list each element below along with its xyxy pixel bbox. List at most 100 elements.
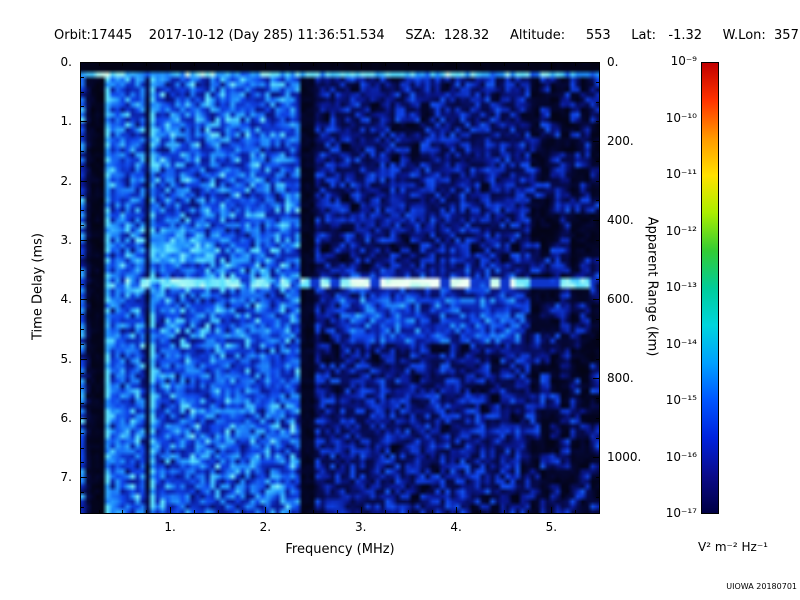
- x-tick-mark: [360, 507, 362, 514]
- x-minor-tick-mark: [408, 510, 410, 514]
- y-axis-label-left: Time Delay (ms): [30, 233, 46, 340]
- range-tick-label: 1000.: [607, 450, 642, 465]
- y-tick-mark: [80, 180, 87, 182]
- y-tick-mark: [80, 299, 87, 301]
- x-tick-label: 4.: [450, 520, 462, 534]
- range-minor-tick-mark: [596, 477, 600, 479]
- x-minor-tick-mark: [503, 62, 505, 66]
- colorbar-tick-label: 10⁻¹¹: [665, 167, 697, 181]
- range-minor-tick-mark: [596, 417, 600, 419]
- y-tick-mark: [80, 477, 87, 479]
- x-minor-tick-mark: [408, 62, 410, 66]
- range-tick-mark: [593, 141, 600, 143]
- range-tick-label: 400.: [607, 213, 634, 228]
- range-minor-tick-mark: [596, 358, 600, 360]
- x-minor-tick-mark: [217, 510, 219, 514]
- x-tick-mark: [456, 507, 458, 514]
- y-minor-tick-mark: [80, 447, 84, 449]
- colorbar-tick-label: 10⁻⁹: [670, 54, 697, 68]
- x-minor-tick-mark: [313, 510, 315, 514]
- y-minor-tick-mark: [80, 106, 84, 108]
- range-minor-tick-mark: [596, 496, 600, 498]
- y-tick-label: 1.: [60, 114, 72, 129]
- y-minor-tick-mark: [80, 403, 84, 405]
- range-minor-tick-mark: [596, 279, 600, 281]
- range-tick-label: 600.: [607, 292, 634, 307]
- y-tick-label: 7.: [60, 470, 72, 485]
- y-minor-tick-mark: [80, 269, 84, 271]
- range-minor-tick-mark: [596, 398, 600, 400]
- y-tick-label: 0.: [60, 55, 72, 69]
- x-minor-tick-mark: [527, 510, 529, 514]
- range-tick-mark: [593, 378, 600, 380]
- y-minor-tick-mark: [80, 254, 84, 256]
- x-minor-tick-mark: [289, 510, 291, 514]
- y-minor-tick-mark: [80, 195, 84, 197]
- range-minor-tick-mark: [596, 101, 600, 103]
- range-tick-label: 800.: [607, 371, 634, 386]
- range-minor-tick-mark: [596, 259, 600, 261]
- range-minor-tick-mark: [596, 338, 600, 340]
- range-minor-tick-mark: [596, 121, 600, 123]
- x-tick-mark: [170, 507, 172, 514]
- y-tick-label: 6.: [60, 410, 72, 425]
- y-minor-tick-mark: [80, 492, 84, 494]
- y-minor-tick-mark: [80, 328, 84, 330]
- x-minor-tick-mark: [146, 62, 148, 66]
- x-tick-mark: [360, 62, 362, 69]
- colorbar-units-label: V² m⁻² Hz⁻¹: [698, 540, 768, 554]
- y-tick-mark: [80, 239, 87, 241]
- x-tick-label: 5.: [545, 520, 558, 534]
- y-tick-label: 3.: [60, 232, 72, 247]
- y-tick-label: 4.: [60, 292, 72, 307]
- x-minor-tick-mark: [479, 62, 481, 66]
- range-minor-tick-mark: [596, 180, 600, 182]
- colorbar-tick-label: 10⁻¹⁷: [665, 506, 697, 520]
- range-tick-label: 200.: [607, 134, 634, 149]
- y-minor-tick-mark: [80, 136, 84, 138]
- x-minor-tick-mark: [122, 510, 124, 514]
- range-minor-tick-mark: [596, 437, 600, 439]
- range-minor-tick-mark: [596, 200, 600, 202]
- range-minor-tick-mark: [596, 319, 600, 321]
- y-minor-tick-mark: [80, 343, 84, 345]
- x-tick-label: 1.: [164, 520, 176, 534]
- colorbar: [701, 62, 719, 514]
- x-tick-mark: [170, 62, 172, 69]
- colorbar-tick-label: 10⁻¹²: [665, 223, 697, 238]
- x-tick-label: 3.: [354, 520, 367, 534]
- x-tick-mark: [265, 62, 267, 69]
- colorbar-tick-label: 10⁻¹⁶: [665, 449, 697, 464]
- range-tick-mark: [593, 457, 600, 459]
- y-minor-tick-mark: [80, 165, 84, 167]
- y-minor-tick-mark: [80, 210, 84, 212]
- x-minor-tick-mark: [336, 510, 338, 514]
- range-minor-tick-mark: [596, 81, 600, 83]
- x-minor-tick-mark: [98, 510, 100, 514]
- x-tick-mark: [456, 62, 458, 69]
- x-minor-tick-mark: [313, 62, 315, 66]
- y-minor-tick-mark: [80, 284, 84, 286]
- credit-text: UIOWA 20180701: [726, 582, 797, 591]
- x-minor-tick-mark: [575, 62, 577, 66]
- x-minor-tick-mark: [384, 510, 386, 514]
- x-minor-tick-mark: [146, 510, 148, 514]
- y-minor-tick-mark: [80, 462, 84, 464]
- y-minor-tick-mark: [80, 225, 84, 227]
- range-tick-mark: [593, 299, 600, 301]
- x-axis-label: Frequency (MHz): [285, 542, 395, 557]
- colorbar-tick-label: 10⁻¹⁵: [665, 393, 697, 407]
- x-minor-tick-mark: [527, 62, 529, 66]
- x-tick-mark: [551, 62, 553, 69]
- x-minor-tick-mark: [432, 510, 434, 514]
- x-minor-tick-mark: [122, 62, 124, 66]
- x-tick-mark: [551, 507, 553, 514]
- range-minor-tick-mark: [596, 160, 600, 162]
- y-minor-tick-mark: [80, 506, 84, 508]
- y-tick-label: 2.: [60, 173, 72, 188]
- range-tick-mark: [593, 220, 600, 222]
- x-minor-tick-mark: [575, 510, 577, 514]
- y-tick-mark: [80, 417, 87, 419]
- x-minor-tick-mark: [241, 62, 243, 66]
